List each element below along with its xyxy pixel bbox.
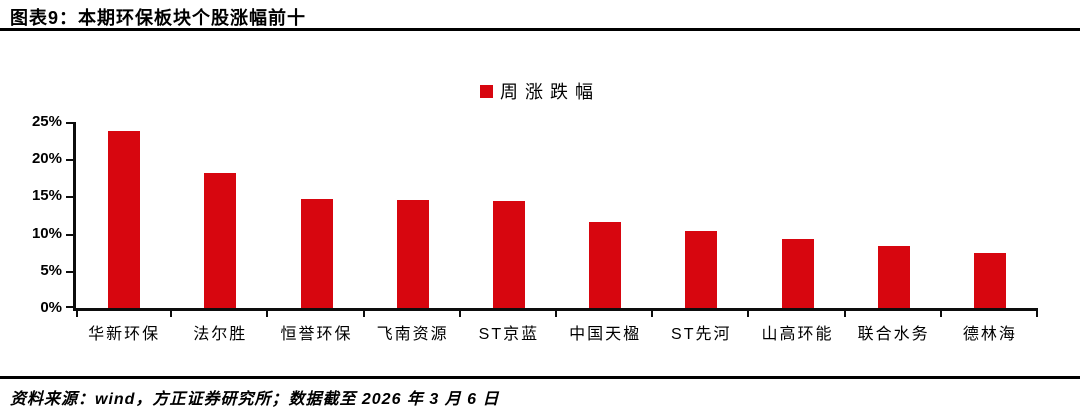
figure-title: 图表9：本期环保板块个股涨幅前十 — [10, 8, 307, 28]
legend-color-swatch-icon — [480, 84, 493, 98]
y-axis-tick — [66, 233, 74, 236]
y-axis-tick — [66, 196, 74, 199]
y-axis-label: 0% — [40, 299, 62, 316]
chart-legend: 周涨跌幅 — [0, 78, 1080, 104]
y-axis-label: 15% — [31, 187, 62, 205]
x-axis-tick — [458, 311, 461, 317]
x-axis-label-恒誉环保: 恒誉环保 — [280, 326, 353, 343]
x-axis-tick — [76, 311, 78, 317]
x-axis-tick — [651, 311, 654, 317]
title-divider — [0, 28, 1080, 31]
x-axis-label-ST京蓝: ST京蓝 — [478, 326, 540, 343]
bar-华新环保 — [108, 130, 141, 308]
bar-联合水务 — [877, 246, 910, 308]
bar-法尔胜 — [204, 172, 237, 308]
y-axis-tick — [66, 159, 74, 162]
x-axis-tick — [843, 311, 846, 317]
bar-飞南资源 — [396, 200, 429, 308]
bar-ST京蓝 — [492, 200, 525, 308]
y-axis-label: 5% — [40, 261, 62, 279]
x-axis-label-ST先河: ST先河 — [671, 326, 732, 343]
x-axis-tick — [362, 311, 365, 317]
x-axis-tick — [266, 311, 269, 317]
y-axis-label: 20% — [31, 150, 62, 168]
bar-德林海 — [973, 252, 1006, 308]
plot-area: 0% 5% 10% 15% 20% 25% 华新环保 法尔胜 恒誉环保 飞南资源 ST京蓝 中国天楹 S… — [32, 113, 1038, 343]
bar-中国天楹 — [589, 221, 622, 308]
y-axis-tick — [66, 122, 74, 124]
x-axis-tick — [747, 311, 750, 317]
x-axis-label-法尔胜: 法尔胜 — [193, 326, 248, 343]
x-axis-label-德林海: 德林海 — [962, 326, 1017, 343]
x-axis-label-联合水务: 联合水务 — [857, 326, 930, 343]
y-axis-label: 25% — [31, 113, 62, 130]
x-axis-tick — [1036, 311, 1038, 317]
source-note: 资料来源：wind，方正证券研究所；数据截至 2026 年 3 月 6 日 — [10, 391, 500, 408]
x-axis-tick — [170, 311, 173, 317]
x-axis-label-飞南资源: 飞南资源 — [376, 326, 449, 343]
x-axis-label-山高环能: 山高环能 — [761, 326, 834, 343]
x-axis-tick — [555, 311, 557, 317]
footer-divider — [0, 376, 1080, 379]
bar-山高环能 — [781, 238, 814, 308]
y-axis-tick — [66, 306, 74, 308]
bar-ST先河 — [685, 230, 718, 308]
legend-label: 周涨跌幅 — [500, 82, 600, 102]
bar-恒誉环保 — [300, 199, 333, 308]
x-axis-label-华新环保: 华新环保 — [88, 326, 161, 343]
y-axis-label: 10% — [31, 224, 62, 242]
y-axis-tick — [66, 270, 74, 273]
x-axis-label-中国天楹: 中国天楹 — [569, 326, 642, 343]
x-axis-tick — [939, 311, 942, 317]
